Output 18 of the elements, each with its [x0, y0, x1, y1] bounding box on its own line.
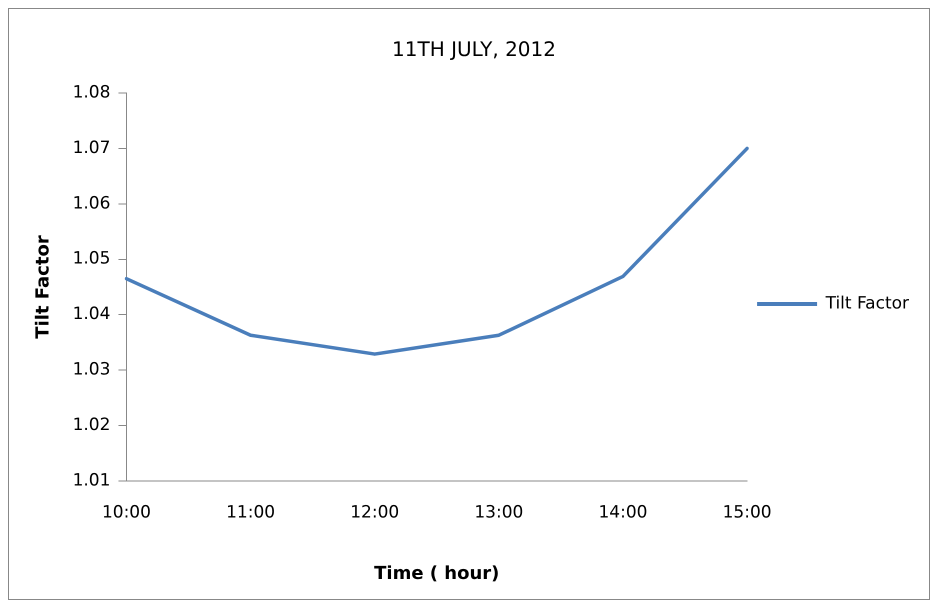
- chart-title: 11TH JULY, 2012: [392, 37, 556, 62]
- legend-label: Tilt Factor: [824, 293, 910, 314]
- y-tick-label: 1.04: [72, 304, 110, 324]
- y-tick-label: 1.03: [72, 360, 110, 380]
- x-axis-title: Time ( hour): [374, 562, 500, 584]
- x-tick-label: 15:00: [722, 502, 772, 523]
- y-axis-title: Tilt Factor: [32, 235, 54, 339]
- x-tick-label: 12:00: [350, 502, 400, 523]
- y-tick-label: 1.08: [72, 82, 110, 102]
- y-tick-label: 1.06: [72, 193, 110, 214]
- y-tick-label: 1.02: [72, 414, 110, 435]
- x-tick-label: 10:00: [102, 502, 151, 523]
- x-tick-label: 14:00: [598, 502, 648, 523]
- x-tick-label: 13:00: [474, 502, 524, 523]
- y-tick-label: 1.05: [72, 248, 110, 269]
- y-tick-label: 1.01: [72, 470, 110, 490]
- x-tick-label: 11:00: [226, 502, 276, 523]
- y-tick-label: 1.07: [72, 138, 110, 158]
